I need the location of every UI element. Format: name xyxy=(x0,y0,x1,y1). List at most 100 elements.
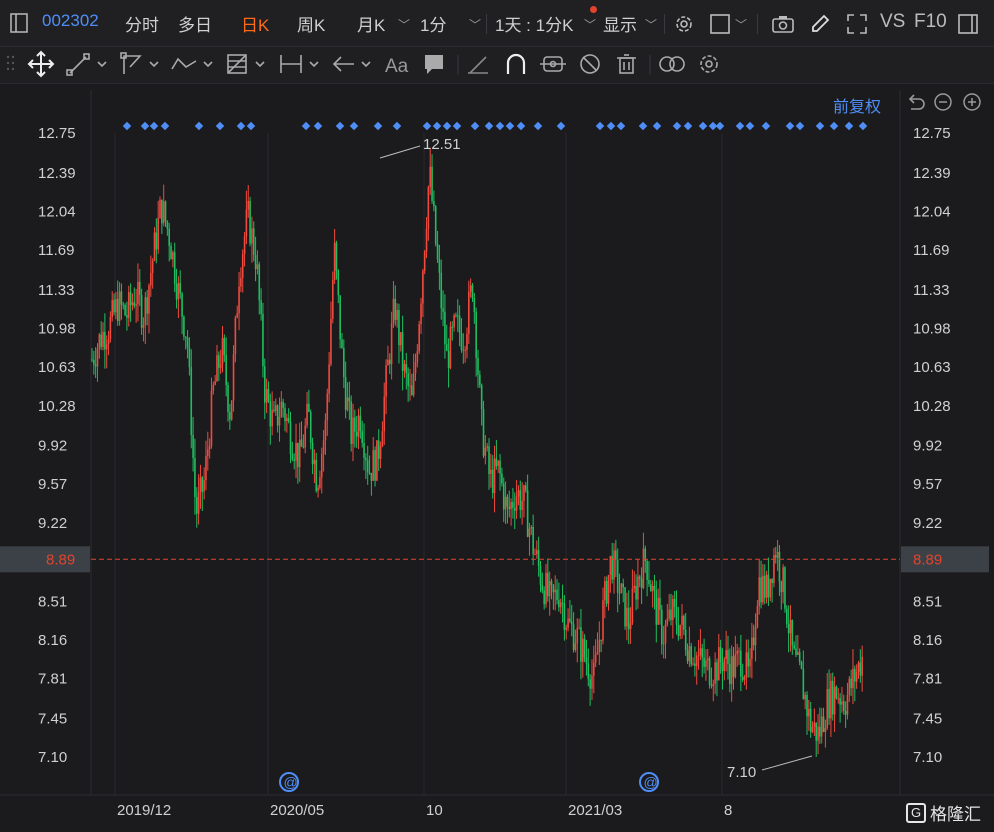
zoom-in-icon[interactable] xyxy=(962,92,982,112)
candle-body xyxy=(361,431,363,443)
candle-body xyxy=(482,409,485,456)
fibonacci-tool-icon[interactable] xyxy=(227,54,265,74)
pencil-icon[interactable] xyxy=(808,12,832,36)
candle-body xyxy=(629,623,632,630)
candle-body xyxy=(100,334,102,347)
divider xyxy=(664,14,665,34)
candle-body xyxy=(850,678,852,689)
chevron-down-icon[interactable]: ﹀ xyxy=(398,18,411,32)
candle-body xyxy=(717,647,720,681)
candle-body xyxy=(815,722,818,741)
candle-body xyxy=(513,507,516,511)
vs-compare-button[interactable]: VS xyxy=(880,11,906,32)
candle-body xyxy=(824,728,827,732)
chevron-down-icon[interactable]: ﹀ xyxy=(645,18,658,32)
chevron-down-icon[interactable]: ﹀ xyxy=(469,18,482,32)
move-cursor-icon[interactable] xyxy=(27,50,55,78)
camera-icon[interactable] xyxy=(770,12,796,36)
tab-multiday[interactable]: 多日 xyxy=(178,16,212,35)
f10-button[interactable]: F10 xyxy=(914,11,947,32)
candle-body xyxy=(284,408,286,422)
candle-body xyxy=(512,501,514,508)
display-menu[interactable]: 显示 xyxy=(603,16,637,35)
settings-gear-icon[interactable] xyxy=(672,12,696,36)
tab-monthly-k[interactable]: 月K xyxy=(357,16,386,35)
text-tool-icon[interactable]: Aa xyxy=(385,56,409,77)
candle-body xyxy=(613,550,615,580)
drag-handle-icon[interactable] xyxy=(6,55,15,71)
chevron-down-icon[interactable]: ﹀ xyxy=(735,18,748,32)
candle-body xyxy=(234,317,237,355)
magnet-icon[interactable] xyxy=(506,53,526,74)
eraser-line-icon[interactable] xyxy=(468,56,488,74)
candle-body xyxy=(293,459,295,461)
candle-body xyxy=(335,242,338,271)
candle-body xyxy=(181,293,183,317)
tab-intraday[interactable]: 分时 xyxy=(125,16,159,35)
comment-tool-icon[interactable] xyxy=(425,55,443,74)
stock-code[interactable]: 002302 xyxy=(42,11,99,30)
candle-body xyxy=(183,316,185,337)
candle-body xyxy=(440,272,443,309)
y-tick-label-left: 7.81 xyxy=(38,671,67,688)
fullscreen-icon[interactable] xyxy=(845,12,869,36)
overlay-compare-icon[interactable] xyxy=(659,56,685,72)
trash-icon[interactable] xyxy=(617,54,636,74)
measure-tool-icon[interactable] xyxy=(280,55,319,73)
event-marker[interactable] xyxy=(279,772,299,792)
lock-drawing-icon[interactable] xyxy=(540,56,566,72)
tab-weekly-k[interactable]: 周K xyxy=(297,16,326,35)
candle-body xyxy=(534,553,536,555)
panel-toggle-icon[interactable] xyxy=(956,12,980,36)
candle-body xyxy=(144,297,147,326)
zoom-out-icon[interactable] xyxy=(933,92,953,112)
signal-marker xyxy=(761,121,771,131)
candle-body xyxy=(554,589,556,593)
candle-body xyxy=(258,264,261,301)
candle-body xyxy=(524,485,527,491)
tab-1min[interactable]: 1分 xyxy=(420,16,447,35)
candle-body xyxy=(729,663,731,685)
range-select[interactable]: 1天 : 1分K xyxy=(495,16,574,35)
signal-marker xyxy=(392,121,402,131)
candle-body xyxy=(227,385,229,413)
candle-body xyxy=(238,286,240,314)
line-tool-icon[interactable] xyxy=(66,53,107,76)
toolbar-settings-gear-icon[interactable] xyxy=(700,55,718,73)
candle-body xyxy=(159,199,161,219)
candle-body xyxy=(455,315,457,317)
candle-body xyxy=(205,456,207,481)
y-tick-label-left: 9.92 xyxy=(38,438,67,455)
candle-body xyxy=(190,367,193,436)
tab-daily-k[interactable]: 日K xyxy=(241,16,270,35)
signal-marker xyxy=(122,121,132,131)
layout-square-icon[interactable] xyxy=(708,12,732,36)
y-tick-label-right: 12.04 xyxy=(913,203,951,220)
candle-body xyxy=(278,416,281,426)
candle-body xyxy=(343,348,345,378)
candle-body xyxy=(471,285,474,299)
chevron-down-icon[interactable]: ﹀ xyxy=(584,18,597,32)
candle-body xyxy=(433,201,435,207)
wave-tool-icon[interactable] xyxy=(171,57,213,70)
candle-body xyxy=(115,298,117,313)
candle-body xyxy=(712,683,715,686)
candle-body xyxy=(273,409,275,411)
undo-icon[interactable] xyxy=(906,92,926,112)
divider xyxy=(757,14,758,34)
candle-body xyxy=(243,236,246,254)
candle-body xyxy=(694,663,696,667)
price-adjust-toggle[interactable]: 前复权 xyxy=(833,99,882,116)
candle-body xyxy=(236,313,239,318)
candle-body xyxy=(670,609,672,620)
candle-body xyxy=(423,251,426,271)
sidebar-toggle-icon[interactable] xyxy=(8,12,30,34)
event-marker[interactable] xyxy=(639,772,659,792)
candle-body xyxy=(212,384,215,391)
hide-drawing-icon[interactable] xyxy=(580,54,600,74)
arrow-tool-icon[interactable] xyxy=(332,56,371,72)
candle-body xyxy=(842,701,845,712)
candle-body xyxy=(122,304,125,306)
polyline-tool-icon[interactable] xyxy=(120,52,159,74)
